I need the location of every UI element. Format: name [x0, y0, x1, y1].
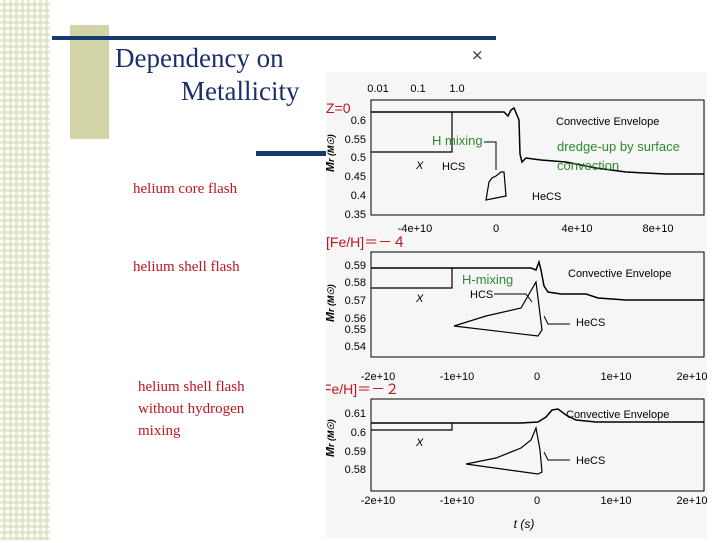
panel-2-hcs-label: HCS	[470, 289, 493, 301]
panel-3-xtick: 0	[534, 495, 540, 507]
panel-1-hcs-label: HCS	[442, 161, 465, 173]
panel-2-x-label: X	[415, 293, 424, 305]
slide-title-line2: Metallicity	[181, 76, 300, 106]
annotation-feh-minus2: [Fe/H]＝－２	[326, 381, 399, 397]
panel-1-ytick: 0.45	[345, 171, 366, 183]
panel-2-xtick: -2e+10	[361, 371, 396, 383]
panel-1-frame	[370, 99, 705, 216]
top-tick-label: 0.1	[410, 83, 425, 95]
panel-2-ytick: 0.55	[345, 324, 366, 336]
panel-3-x-label: X	[415, 437, 424, 449]
title-rule-short	[256, 151, 326, 156]
accent-block	[70, 25, 109, 139]
panel-3-ytick: 0.61	[345, 408, 366, 420]
panel-3-ytick: 0.59	[345, 446, 366, 458]
panel-2-xtick: 1e+10	[601, 371, 632, 383]
top-tick-label: 1.0	[449, 83, 464, 95]
annotation-dredge-up-1: dredge-up by surface	[557, 139, 680, 154]
panel-2-ytick: 0.59	[345, 260, 366, 272]
annotation-h-mixing: H mixing	[432, 133, 483, 148]
panel-1-xtick: 0	[493, 223, 499, 235]
panel-3-hecs-label: HeCS	[576, 455, 605, 467]
panel-3-xtick: 2e+10	[677, 495, 707, 507]
panel-3-x-curve	[371, 423, 453, 431]
annotation-h-mixing-2: H-mixing	[462, 272, 513, 287]
panel-1-xtick: 4e+10	[562, 223, 593, 235]
decorative-stripe-overlay	[0, 0, 50, 540]
label-helium-core-flash: helium core flash	[133, 181, 238, 197]
panel-3-xtick: 1e+10	[601, 495, 632, 507]
panel-3-xtick: -2e+10	[361, 495, 396, 507]
annotation-dredge-up-2: convection	[557, 158, 619, 173]
panel-1-xtick: -4e+10	[398, 223, 433, 235]
panel-1-ytick: 0.35	[345, 209, 366, 221]
title-rule	[52, 36, 496, 40]
panel-1-ytick: 0.5	[351, 152, 366, 164]
panel-1-ytick: 0.55	[345, 134, 366, 146]
panel-1-ytick: 0.4	[351, 190, 366, 202]
annotation-z0: Z=0	[326, 100, 351, 116]
panel-3-xtick: -1e+10	[440, 495, 475, 507]
panel-2-hcs-arrow	[494, 293, 533, 303]
panel-1-hecs-label: HeCS	[532, 191, 561, 203]
panel-2-ytick: 0.58	[345, 277, 366, 289]
panel-1-x-label: X	[415, 160, 424, 172]
panel-2-ytick: 0.57	[345, 295, 366, 307]
label-helium-shell-flash-nomix-3: mixing	[138, 423, 181, 439]
panel-3-xlabel: t (s)	[514, 517, 535, 531]
panel-3-ytick: 0.58	[345, 464, 366, 476]
panel-3-envelope-label: Convective Envelope	[566, 409, 669, 421]
label-helium-shell-flash-nomix-2: without hydrogen	[138, 401, 245, 417]
panel-1-ylabel: Mr (M☉)	[326, 134, 337, 172]
panel-2-ytick: 0.54	[345, 341, 366, 353]
panel-2-hecs-arrow	[543, 315, 570, 325]
panel-2-x-curve	[371, 268, 453, 289]
panel-2-ylabel: Mr (M☉)	[326, 284, 337, 322]
panel-1-hcs-arrow	[484, 141, 497, 170]
panel-2-envelope-curve	[371, 259, 704, 301]
panel-1-envelope-label: Convective Envelope	[556, 116, 659, 128]
panel-3-frame	[370, 398, 705, 492]
panel-1-ytick: 0.6	[351, 115, 366, 127]
panel-1-hecs-curve	[485, 171, 507, 201]
panel-3-ytick: 0.6	[351, 427, 366, 439]
panel-2-xtick: -1e+10	[440, 371, 475, 383]
panel-2-xtick: 0	[534, 371, 540, 383]
panel-2-frame	[370, 251, 705, 358]
panel-1: Mr (M☉) 0.6 0.55 0.5 0.45 0.4 0.35 -4e+1…	[323, 99, 705, 235]
top-axis: 0.01 0.1 1.0	[367, 83, 464, 95]
panel-2-xtick: 2e+10	[677, 371, 707, 383]
panel-1-xtick: 8e+10	[643, 223, 674, 235]
panel-2-hecs-label: HeCS	[576, 317, 605, 329]
slide-title-line1: Dependency on	[115, 43, 284, 73]
label-helium-shell-flash-nomix-1: helium shell flash	[138, 379, 245, 395]
panel-3-ylabel: Mr (M☉)	[326, 419, 337, 457]
panel-3-hecs-arrow	[543, 451, 570, 461]
panel-2-envelope-label: Convective Envelope	[568, 268, 671, 280]
figure-panel: 0.01 0.1 1.0 Mr (M☉) 0.6 0.55 0.5 0.45 0…	[319, 72, 707, 538]
close-icon[interactable]: ×	[471, 46, 484, 64]
panel-1-envelope-curve	[371, 106, 704, 175]
annotation-feh-minus4: [Fe/H]＝－４	[326, 234, 406, 250]
panel-2: Mr (M☉) 0.59 0.58 0.57 0.56 0.55 0.54 -2…	[323, 251, 707, 383]
figure-svg: 0.01 0.1 1.0 Mr (M☉) 0.6 0.55 0.5 0.45 0…	[319, 83, 707, 531]
panel-2-hecs-curve	[453, 280, 543, 337]
label-helium-shell-flash: helium shell flash	[133, 259, 240, 275]
panel-3-hecs-curve	[465, 425, 543, 475]
panel-3: Mr (M☉) 0.61 0.6 0.59 0.58 -2e+10 -1e+10…	[323, 398, 707, 531]
top-tick-label: 0.01	[367, 83, 388, 95]
panel-3-envelope-curve	[371, 408, 704, 424]
panel-2-ytick: 0.56	[345, 313, 366, 325]
panel-1-x-curve	[371, 112, 453, 153]
